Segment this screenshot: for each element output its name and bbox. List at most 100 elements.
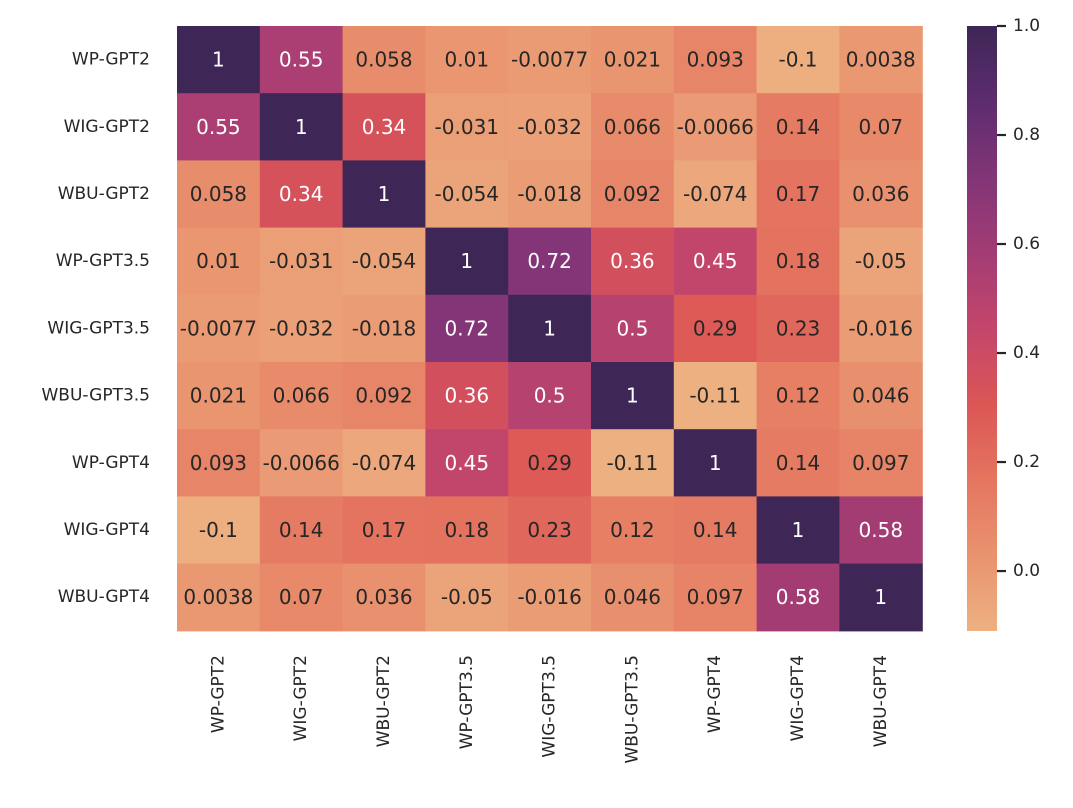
cell-value-label: 0.14 (279, 518, 324, 542)
heatmap-cell (259, 362, 344, 430)
heatmap-cell (508, 227, 592, 296)
cell-value-label: 0.0038 (846, 48, 916, 72)
cell-value-label: 0.07 (859, 115, 904, 139)
heatmap-cell (508, 294, 592, 363)
heatmap-cell (756, 429, 840, 497)
colorbar-tick-label: 0.0 (1013, 561, 1040, 581)
cell-value-label: 0.058 (190, 182, 247, 206)
cell-value-label: 0.23 (527, 518, 572, 542)
heatmap-cell (342, 496, 426, 565)
heatmap-cell (342, 26, 426, 94)
cell-value-label: 0.12 (610, 518, 655, 542)
heatmap-cell (177, 563, 261, 632)
cell-value-label: 0.36 (610, 249, 655, 273)
heatmap-cell (259, 93, 344, 161)
heatmap-cell (342, 362, 426, 430)
cell-value-label: -0.018 (352, 316, 416, 340)
cell-value-label: 0.14 (776, 451, 821, 475)
cell-value-label: 0.12 (776, 384, 821, 408)
heatmap-cell (756, 26, 840, 94)
row-tick-label: WBU-GPT3.5 (41, 386, 150, 406)
heatmap-cell (591, 294, 675, 363)
heatmap-cell (756, 227, 840, 296)
cell-value-label: -0.11 (689, 384, 741, 408)
colorbar-tick-label: 0.8 (1013, 125, 1040, 145)
heatmap-cell (839, 429, 923, 497)
heatmap-cell (342, 227, 426, 296)
cell-value-label: -0.05 (855, 249, 907, 273)
cell-value-label: 0.58 (776, 585, 821, 609)
cell-value-label: 0.36 (445, 384, 490, 408)
cell-value-label: 0.036 (852, 182, 909, 206)
cell-value-label: -0.0077 (511, 48, 588, 72)
cell-value-label: 0.55 (196, 115, 241, 139)
cell-value-label: 0.18 (445, 518, 490, 542)
heatmap-cell (342, 429, 426, 497)
heatmap-cell (177, 496, 261, 565)
heatmap-cell (839, 160, 923, 229)
column-tick-labels: WP-GPT2 WIG-GPT2 WBU-GPT2 WP-GPT3.5 WIG-GPT3… (208, 655, 890, 764)
heatmap-cell (839, 93, 923, 161)
heatmap-cell (508, 160, 592, 229)
heatmap-cell (756, 160, 840, 229)
cell-value-label: 1 (874, 585, 887, 609)
cell-value-label: 0.29 (527, 451, 572, 475)
heatmap-cell (673, 93, 758, 161)
cell-value-label: -0.0077 (180, 316, 257, 340)
cell-value-label: 0.046 (604, 585, 661, 609)
cell-value-label: -0.074 (683, 182, 747, 206)
cell-value-label: 0.066 (604, 115, 661, 139)
heatmap-cell (177, 26, 261, 94)
cell-value-label: -0.1 (778, 48, 817, 72)
heatmap-cell (756, 362, 840, 430)
cell-value-label: -0.032 (517, 115, 581, 139)
cell-value-label: 0.58 (859, 518, 904, 542)
heatmap-cell (756, 563, 840, 632)
cell-value-label: -0.11 (607, 451, 659, 475)
cell-value-label: -0.031 (269, 249, 333, 273)
heatmap-cell (177, 160, 261, 229)
cell-value-label: -0.018 (517, 182, 581, 206)
heatmap-cell (673, 496, 758, 565)
colorbar-tick-label: 0.6 (1013, 234, 1040, 254)
heatmap-cell (508, 429, 592, 497)
heatmap-cell (177, 294, 261, 363)
heatmap-cell (177, 429, 261, 497)
cell-value-label: 0.093 (190, 451, 247, 475)
row-tick-label: WBU-GPT4 (58, 587, 150, 607)
heatmap-cell (673, 26, 758, 94)
heatmap-cell (673, 429, 758, 497)
cell-value-label: 0.72 (445, 316, 490, 340)
heatmap-cell (259, 294, 344, 363)
heatmap-cell (259, 563, 344, 632)
cell-value-label: -0.1 (199, 518, 238, 542)
cell-value-label: 0.036 (355, 585, 412, 609)
heatmap-cell (259, 160, 344, 229)
heatmap-cell (259, 227, 344, 296)
heatmap-cell (177, 93, 261, 161)
cell-value-label: -0.054 (435, 182, 499, 206)
cell-value-label: 0.021 (604, 48, 661, 72)
cell-value-label: -0.0066 (263, 451, 340, 475)
cell-value-label: 0.092 (355, 384, 412, 408)
cell-value-label: -0.031 (435, 115, 499, 139)
cell-value-label: 0.097 (852, 451, 909, 475)
cell-value-label: 0.34 (362, 115, 407, 139)
heatmap-cell (342, 160, 426, 229)
heatmap-cell (591, 93, 675, 161)
heatmap-cell (177, 227, 261, 296)
colorbar-tick-label: 0.4 (1013, 343, 1040, 363)
column-tick-label: WP-GPT3.5 (457, 655, 477, 749)
heatmap-cell (756, 294, 840, 363)
heatmap-cell (673, 227, 758, 296)
cell-value-label: 0.0038 (183, 585, 253, 609)
cell-value-label: 1 (212, 48, 225, 72)
heatmap-cell (425, 26, 509, 94)
heatmap-cell (591, 26, 675, 94)
cell-value-label: 0.17 (776, 182, 821, 206)
column-tick-label: WP-GPT2 (208, 655, 228, 733)
cell-value-label: 0.72 (527, 249, 572, 273)
cell-value-label: 0.23 (776, 316, 821, 340)
heatmap-cell (839, 26, 923, 94)
